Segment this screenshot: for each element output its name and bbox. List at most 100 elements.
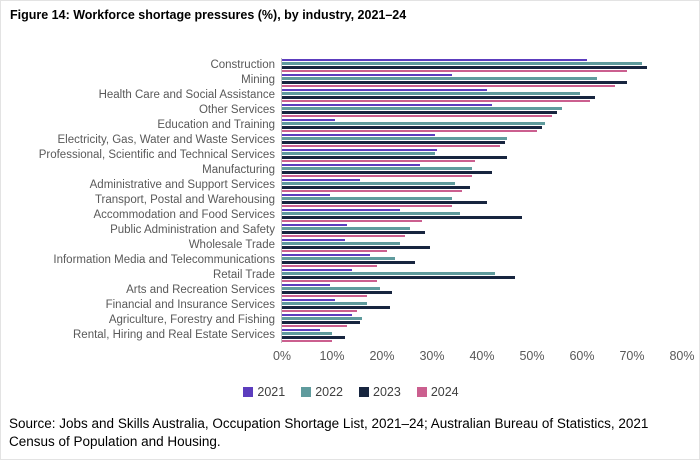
x-tick-label: 50% <box>519 349 545 363</box>
bar-2021 <box>282 223 347 227</box>
bar-2021 <box>282 133 435 137</box>
plot-area: Construction Mining Health Care and Social… <box>1 58 699 343</box>
category-label: Professional, Scientific and Technical S… <box>38 149 275 161</box>
legend-swatch-2022 <box>301 387 312 397</box>
category-row: Financial and Insurance Services <box>1 298 699 313</box>
bar-2021 <box>282 103 492 107</box>
bar-2021 <box>282 58 587 62</box>
bar-2022 <box>282 92 580 95</box>
bar-2021 <box>282 88 487 92</box>
category-label: Wholesale Trade <box>188 239 275 251</box>
bar-2024 <box>282 219 422 223</box>
bar-group <box>281 238 682 253</box>
bar-2024 <box>282 159 475 163</box>
bar-2021 <box>282 298 335 302</box>
bar-group <box>281 298 682 313</box>
bar-2024 <box>282 264 377 268</box>
bar-2021 <box>282 73 452 77</box>
bar-group <box>281 223 682 238</box>
bar-2022 <box>282 332 332 335</box>
bar-2024 <box>282 249 387 253</box>
category-row: Construction <box>1 58 699 73</box>
bar-2022 <box>282 317 362 320</box>
bar-2022 <box>282 197 452 200</box>
bar-group <box>281 103 682 118</box>
bar-2023 <box>282 216 522 219</box>
bar-2023 <box>282 186 470 189</box>
legend-label: 2021 <box>257 385 286 399</box>
legend-label: 2023 <box>373 385 401 399</box>
bar-2022 <box>282 122 545 125</box>
legend-item-2021: 2021 <box>243 385 285 399</box>
bar-2023 <box>282 156 507 159</box>
category-label: Information Media and Telecommunications <box>53 254 275 266</box>
bar-2021 <box>282 193 330 197</box>
category-row: Agriculture, Forestry and Fishing <box>1 313 699 328</box>
legend-swatch-2021 <box>243 387 254 397</box>
bar-2022 <box>282 212 460 215</box>
bar-group <box>281 313 682 328</box>
x-tick-label: 40% <box>469 349 495 363</box>
category-row: Other Services <box>1 103 699 118</box>
category-row: Retail Trade <box>1 268 699 283</box>
bar-2022 <box>282 62 642 65</box>
bar-2022 <box>282 77 597 80</box>
bar-2024 <box>282 174 472 178</box>
bar-2024 <box>282 324 347 328</box>
bar-2022 <box>282 242 400 245</box>
bar-2023 <box>282 306 390 309</box>
bar-2024 <box>282 99 590 103</box>
bar-group <box>281 133 682 148</box>
bar-2024 <box>282 144 500 148</box>
legend-swatch-2023 <box>359 387 369 397</box>
category-label: Agriculture, Forestry and Fishing <box>108 314 275 326</box>
bar-group <box>281 88 682 103</box>
bar-2021 <box>282 238 345 242</box>
bar-2023 <box>282 276 515 279</box>
bar-2022 <box>282 152 435 155</box>
bar-2022 <box>282 182 455 185</box>
category-row: Public Administration and Safety <box>1 223 699 238</box>
bar-2024 <box>282 129 537 133</box>
bar-2024 <box>282 204 452 208</box>
category-label: Mining <box>241 74 275 86</box>
bar-2022 <box>282 167 472 170</box>
bar-2023 <box>282 171 492 174</box>
category-row: Electricity, Gas, Water and Waste Servic… <box>1 133 699 148</box>
x-tick-label: 60% <box>569 349 595 363</box>
category-label: Health Care and Social Assistance <box>98 89 275 101</box>
category-label: Transport, Postal and Warehousing <box>94 194 275 206</box>
legend: 2021 2022 2023 2024 <box>1 385 699 399</box>
source-text: Source: Jobs and Skills Australia, Occup… <box>9 416 649 450</box>
bar-2024 <box>282 309 357 313</box>
bar-2021 <box>282 163 420 167</box>
bar-group <box>281 118 682 133</box>
bar-group <box>281 73 682 88</box>
bar-2021 <box>282 208 400 212</box>
bar-2021 <box>282 253 370 257</box>
category-label: Manufacturing <box>202 164 275 176</box>
x-tick-label: 10% <box>319 349 345 363</box>
bar-2023 <box>282 141 505 144</box>
category-row: Accommodation and Food Services <box>1 208 699 223</box>
category-label: Education and Training <box>157 119 275 131</box>
bar-2023 <box>282 231 425 234</box>
category-label: Financial and Insurance Services <box>105 299 275 311</box>
category-label: Administrative and Support Services <box>89 179 275 191</box>
bar-2021 <box>282 148 437 152</box>
bar-2023 <box>282 201 487 204</box>
x-axis: 0% 10% 20% 30% 40% 50% 60% 70% 80% <box>273 349 695 367</box>
bar-2022 <box>282 302 367 305</box>
legend-item-2022: 2022 <box>301 385 343 399</box>
category-row: Wholesale Trade <box>1 238 699 253</box>
category-row: Arts and Recreation Services <box>1 283 699 298</box>
category-row: Health Care and Social Assistance <box>1 88 699 103</box>
bar-2024 <box>282 294 367 298</box>
bar-2022 <box>282 137 507 140</box>
bar-2021 <box>282 283 330 287</box>
category-row: Administrative and Support Services <box>1 178 699 193</box>
bar-group <box>281 328 682 343</box>
bar-group <box>281 148 682 163</box>
bar-2024 <box>282 189 462 193</box>
